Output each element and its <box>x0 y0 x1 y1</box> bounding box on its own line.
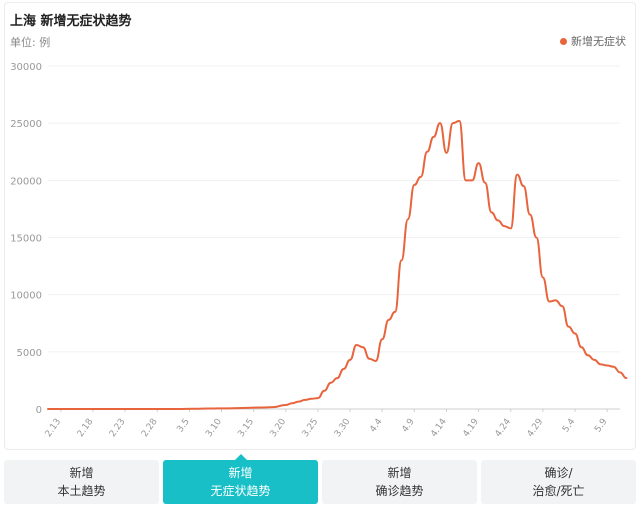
tab-label-line2: 本土趋势 <box>57 484 106 498</box>
tab-label-line1: 新增 <box>387 466 412 480</box>
x-tick-label: 4.19 <box>461 417 481 439</box>
x-tick-label: 4.29 <box>526 417 546 439</box>
x-tick-label: 3.30 <box>333 417 353 439</box>
tab-asymptomatic-trend[interactable]: 新增 无症状趋势 <box>163 454 318 504</box>
chart-title: 上海 新增无症状趋势 <box>10 14 132 29</box>
y-tick-label: 0 <box>36 405 42 416</box>
x-tick-label: 3.20 <box>269 417 289 439</box>
y-tick-label: 30000 <box>10 62 42 73</box>
tab-label-line1: 确诊/ <box>544 466 573 480</box>
tab-label-line1: 新增 <box>69 466 94 480</box>
tab-label-line2: 治愈/死亡 <box>532 484 585 498</box>
y-tick-label: 20000 <box>10 176 42 187</box>
y-tick-label: 10000 <box>10 291 42 302</box>
x-tick-label: 3.15 <box>236 417 256 439</box>
series-line-new-asymptomatic <box>47 119 628 410</box>
chart-legend[interactable]: 新增无症状 <box>560 33 626 49</box>
x-tick-label: 5.9 <box>593 417 610 435</box>
y-tick-label: 25000 <box>10 119 42 130</box>
x-tick-label: 4.9 <box>400 417 417 435</box>
tab-local-trend[interactable]: 新增 本土趋势 <box>4 460 159 504</box>
x-tick-label: 3.5 <box>175 417 191 434</box>
x-tick-label: 2.18 <box>76 417 96 439</box>
tab-label-line2: 无症状趋势 <box>210 484 271 498</box>
tab-label-line1: 新增 <box>228 466 253 480</box>
x-tick-label: 4.4 <box>368 417 385 435</box>
chart-card <box>4 2 636 450</box>
x-tick-label: 2.28 <box>140 417 160 439</box>
legend-dot-icon <box>560 37 567 45</box>
line-chart: 0 5000 10000 15000 20000 25000 30000 2.13 2.18 2.… <box>10 62 628 439</box>
y-tick-label: 5000 <box>17 348 42 359</box>
x-tick-label: 3.25 <box>301 417 321 439</box>
tab-bar: 新增 本土趋势 新增 无症状趋势 新增 确诊趋势 确诊/ 治愈/死亡 <box>4 454 636 504</box>
tab-confirmed-trend[interactable]: 新增 确诊趋势 <box>322 460 477 504</box>
y-tick-label: 15000 <box>10 234 42 245</box>
x-tick-label: 3.10 <box>204 417 224 439</box>
legend-label: 新增无症状 <box>571 35 626 48</box>
tab-label-line2: 确诊趋势 <box>375 484 424 498</box>
x-tick-label: 2.13 <box>44 417 64 439</box>
x-tick-label: 4.24 <box>494 417 514 439</box>
x-tick-label: 5.4 <box>561 417 578 435</box>
unit-label: 单位: 例 <box>10 36 51 49</box>
x-tick-label: 2.23 <box>108 417 128 439</box>
x-tick-label: 4.14 <box>429 417 449 439</box>
tab-cured-death-trend[interactable]: 确诊/ 治愈/死亡 <box>481 460 636 504</box>
